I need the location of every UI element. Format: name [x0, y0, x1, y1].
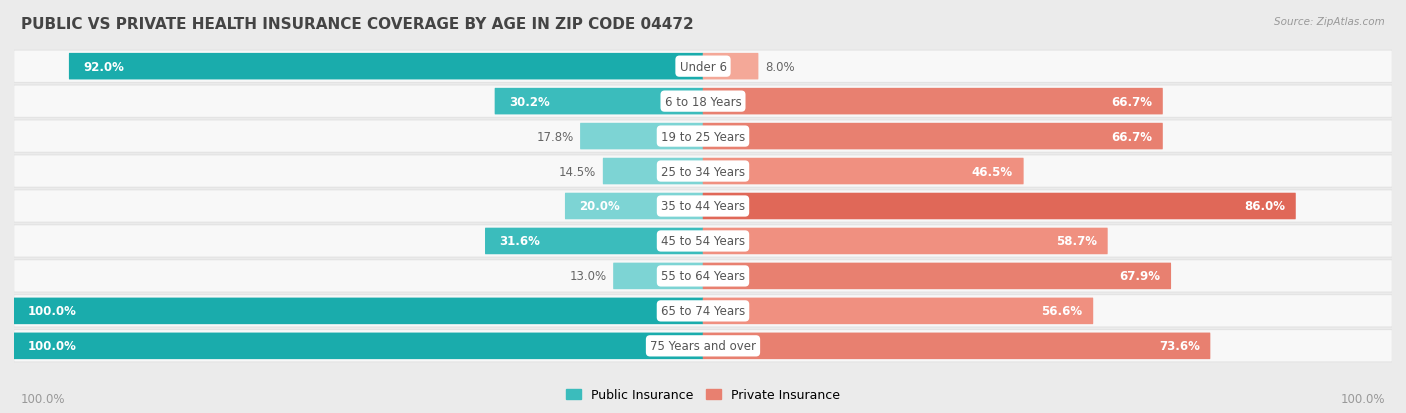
FancyBboxPatch shape: [14, 298, 703, 324]
FancyBboxPatch shape: [14, 190, 1392, 223]
FancyBboxPatch shape: [703, 263, 1171, 290]
FancyBboxPatch shape: [14, 333, 703, 359]
Text: 25 to 34 Years: 25 to 34 Years: [661, 165, 745, 178]
Text: 100.0%: 100.0%: [1340, 392, 1385, 405]
Text: 100.0%: 100.0%: [28, 305, 77, 318]
FancyBboxPatch shape: [14, 295, 1392, 327]
FancyBboxPatch shape: [703, 158, 1024, 185]
FancyBboxPatch shape: [703, 333, 1211, 359]
FancyBboxPatch shape: [69, 54, 703, 80]
FancyBboxPatch shape: [565, 193, 703, 220]
Text: 14.5%: 14.5%: [560, 165, 596, 178]
FancyBboxPatch shape: [485, 228, 703, 255]
Text: 20.0%: 20.0%: [579, 200, 620, 213]
Text: 100.0%: 100.0%: [28, 339, 77, 352]
Legend: Public Insurance, Private Insurance: Public Insurance, Private Insurance: [567, 388, 839, 401]
FancyBboxPatch shape: [14, 51, 1392, 83]
FancyBboxPatch shape: [703, 228, 1108, 255]
Text: 92.0%: 92.0%: [83, 61, 124, 74]
Text: 75 Years and over: 75 Years and over: [650, 339, 756, 352]
Text: 30.2%: 30.2%: [509, 95, 550, 108]
Text: 8.0%: 8.0%: [765, 61, 794, 74]
Text: 100.0%: 100.0%: [21, 392, 66, 405]
FancyBboxPatch shape: [14, 260, 1392, 292]
FancyBboxPatch shape: [14, 86, 1392, 118]
Text: 13.0%: 13.0%: [569, 270, 606, 283]
Text: 58.7%: 58.7%: [1056, 235, 1097, 248]
FancyBboxPatch shape: [703, 298, 1094, 324]
Text: 31.6%: 31.6%: [499, 235, 540, 248]
FancyBboxPatch shape: [14, 156, 1392, 188]
Text: 56.6%: 56.6%: [1042, 305, 1083, 318]
Text: 6 to 18 Years: 6 to 18 Years: [665, 95, 741, 108]
Text: 19 to 25 Years: 19 to 25 Years: [661, 130, 745, 143]
Text: 73.6%: 73.6%: [1159, 339, 1199, 352]
Text: 55 to 64 Years: 55 to 64 Years: [661, 270, 745, 283]
FancyBboxPatch shape: [703, 89, 1163, 115]
Text: 86.0%: 86.0%: [1244, 200, 1285, 213]
Text: 65 to 74 Years: 65 to 74 Years: [661, 305, 745, 318]
FancyBboxPatch shape: [703, 123, 1163, 150]
FancyBboxPatch shape: [495, 89, 703, 115]
Text: 17.8%: 17.8%: [536, 130, 574, 143]
FancyBboxPatch shape: [14, 121, 1392, 153]
Text: 67.9%: 67.9%: [1119, 270, 1160, 283]
FancyBboxPatch shape: [581, 123, 703, 150]
FancyBboxPatch shape: [14, 330, 1392, 362]
FancyBboxPatch shape: [703, 193, 1296, 220]
Text: PUBLIC VS PRIVATE HEALTH INSURANCE COVERAGE BY AGE IN ZIP CODE 04472: PUBLIC VS PRIVATE HEALTH INSURANCE COVER…: [21, 17, 693, 31]
Text: 66.7%: 66.7%: [1111, 95, 1152, 108]
Text: 46.5%: 46.5%: [972, 165, 1012, 178]
FancyBboxPatch shape: [703, 54, 758, 80]
FancyBboxPatch shape: [613, 263, 703, 290]
Text: Source: ZipAtlas.com: Source: ZipAtlas.com: [1274, 17, 1385, 26]
FancyBboxPatch shape: [603, 158, 703, 185]
FancyBboxPatch shape: [14, 225, 1392, 257]
Text: 66.7%: 66.7%: [1111, 130, 1152, 143]
Text: 35 to 44 Years: 35 to 44 Years: [661, 200, 745, 213]
Text: Under 6: Under 6: [679, 61, 727, 74]
Text: 45 to 54 Years: 45 to 54 Years: [661, 235, 745, 248]
